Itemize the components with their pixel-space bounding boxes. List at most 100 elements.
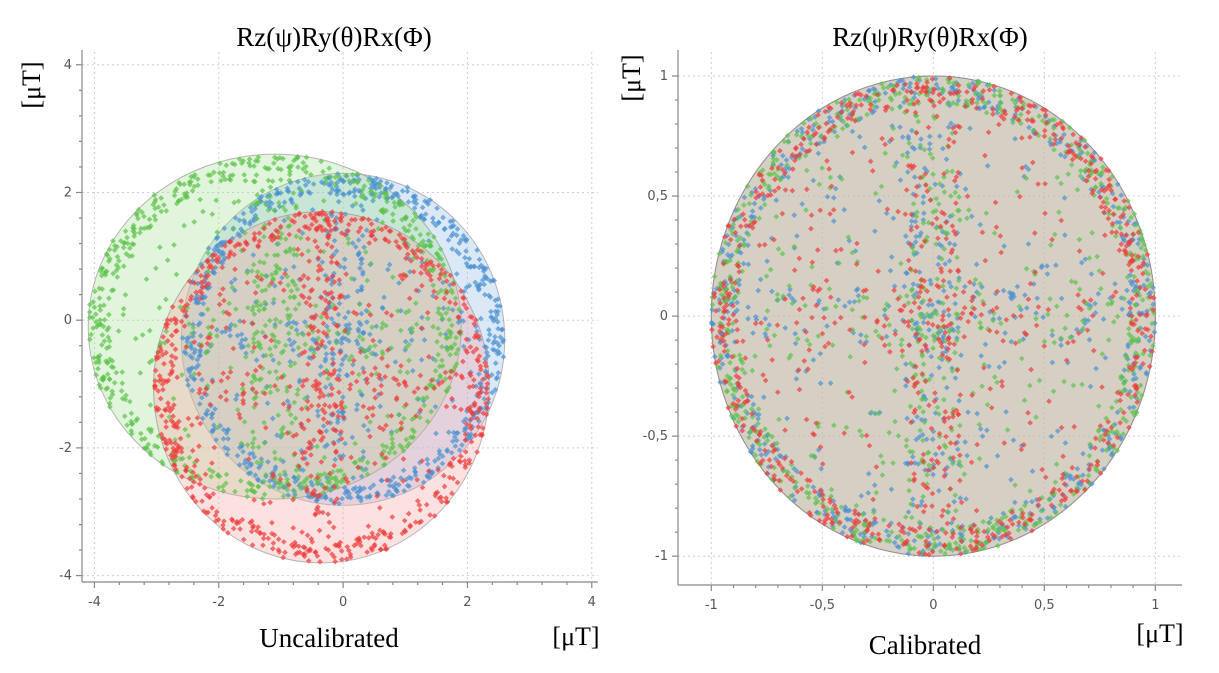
data-point (406, 483, 412, 490)
data-point (284, 388, 290, 394)
data-point (377, 403, 384, 410)
data-point (240, 210, 247, 217)
data-point (291, 339, 298, 346)
data-point (253, 357, 260, 363)
data-point (390, 218, 396, 224)
data-point (361, 422, 367, 429)
data-point (363, 227, 370, 234)
data-point (439, 460, 446, 467)
data-point (451, 341, 458, 348)
y-tick-label: 0 (64, 313, 72, 328)
data-point (120, 263, 127, 270)
data-point (191, 371, 198, 377)
data-point (262, 299, 268, 306)
data-point (96, 359, 102, 366)
data-point (495, 325, 501, 332)
data-point (394, 190, 400, 197)
data-point (414, 396, 421, 402)
data-point (255, 283, 261, 290)
data-point (269, 415, 276, 422)
data-point (489, 389, 496, 396)
data-point (320, 489, 327, 496)
data-point (321, 454, 328, 461)
data-point (285, 215, 291, 221)
data-point (424, 394, 430, 401)
data-point (395, 308, 401, 314)
data-point (419, 204, 426, 211)
data-point (424, 461, 431, 467)
data-point (272, 324, 278, 330)
data-point (234, 392, 240, 398)
data-point (197, 333, 204, 339)
data-point (379, 219, 386, 226)
data-point (492, 308, 499, 315)
data-point (446, 316, 453, 323)
data-point (297, 235, 304, 241)
data-point (287, 362, 294, 369)
data-point (404, 369, 411, 376)
data-point (338, 479, 344, 485)
data-point (473, 383, 480, 390)
data-point (268, 352, 274, 359)
data-point (231, 199, 237, 206)
data-point (385, 488, 392, 495)
data-point (284, 476, 291, 483)
data-point (96, 295, 103, 301)
data-point (374, 216, 380, 223)
data-point (270, 300, 277, 306)
data-point (378, 477, 385, 484)
data-point (432, 357, 439, 364)
data-point (170, 395, 177, 402)
data-point (373, 351, 379, 358)
data-point (267, 383, 274, 390)
data-point (93, 311, 99, 318)
data-point (261, 259, 267, 266)
y-tick-label: 4 (64, 58, 72, 73)
data-point (253, 394, 259, 400)
data-point (475, 282, 482, 289)
data-point (236, 462, 243, 468)
data-point (253, 215, 260, 222)
data-point (389, 274, 396, 280)
data-point (458, 237, 464, 243)
data-point (203, 411, 210, 418)
data-point (394, 488, 401, 495)
chart-caption: Uncalibrated (259, 623, 399, 653)
data-point (300, 159, 307, 166)
data-point (430, 215, 436, 222)
data-point (342, 440, 348, 447)
data-point (247, 470, 254, 476)
data-point (323, 428, 330, 434)
data-point (317, 363, 324, 370)
data-point (432, 458, 438, 464)
data-point (352, 459, 359, 466)
data-point (267, 483, 273, 490)
data-point (258, 302, 264, 308)
x-tick-label: 0 (339, 595, 347, 610)
data-point (412, 300, 419, 306)
data-point (402, 338, 409, 345)
data-point (106, 295, 112, 302)
data-point (442, 225, 448, 232)
data-point (427, 197, 434, 203)
data-point (255, 154, 262, 161)
data-point (348, 275, 355, 282)
data-point (305, 178, 312, 185)
data-point (120, 305, 127, 312)
data-point (388, 431, 395, 438)
data-point (353, 406, 360, 413)
data-point (334, 187, 341, 194)
data-point (270, 357, 277, 363)
data-point (119, 395, 126, 402)
data-point (477, 380, 484, 387)
data-point (309, 206, 316, 213)
data-point (285, 282, 292, 288)
data-point (258, 272, 265, 279)
data-point (434, 205, 440, 212)
data-point (377, 338, 383, 345)
data-point (298, 190, 305, 197)
data-point (332, 474, 339, 481)
x-tick-label: 2 (463, 595, 471, 610)
data-point (294, 154, 301, 161)
